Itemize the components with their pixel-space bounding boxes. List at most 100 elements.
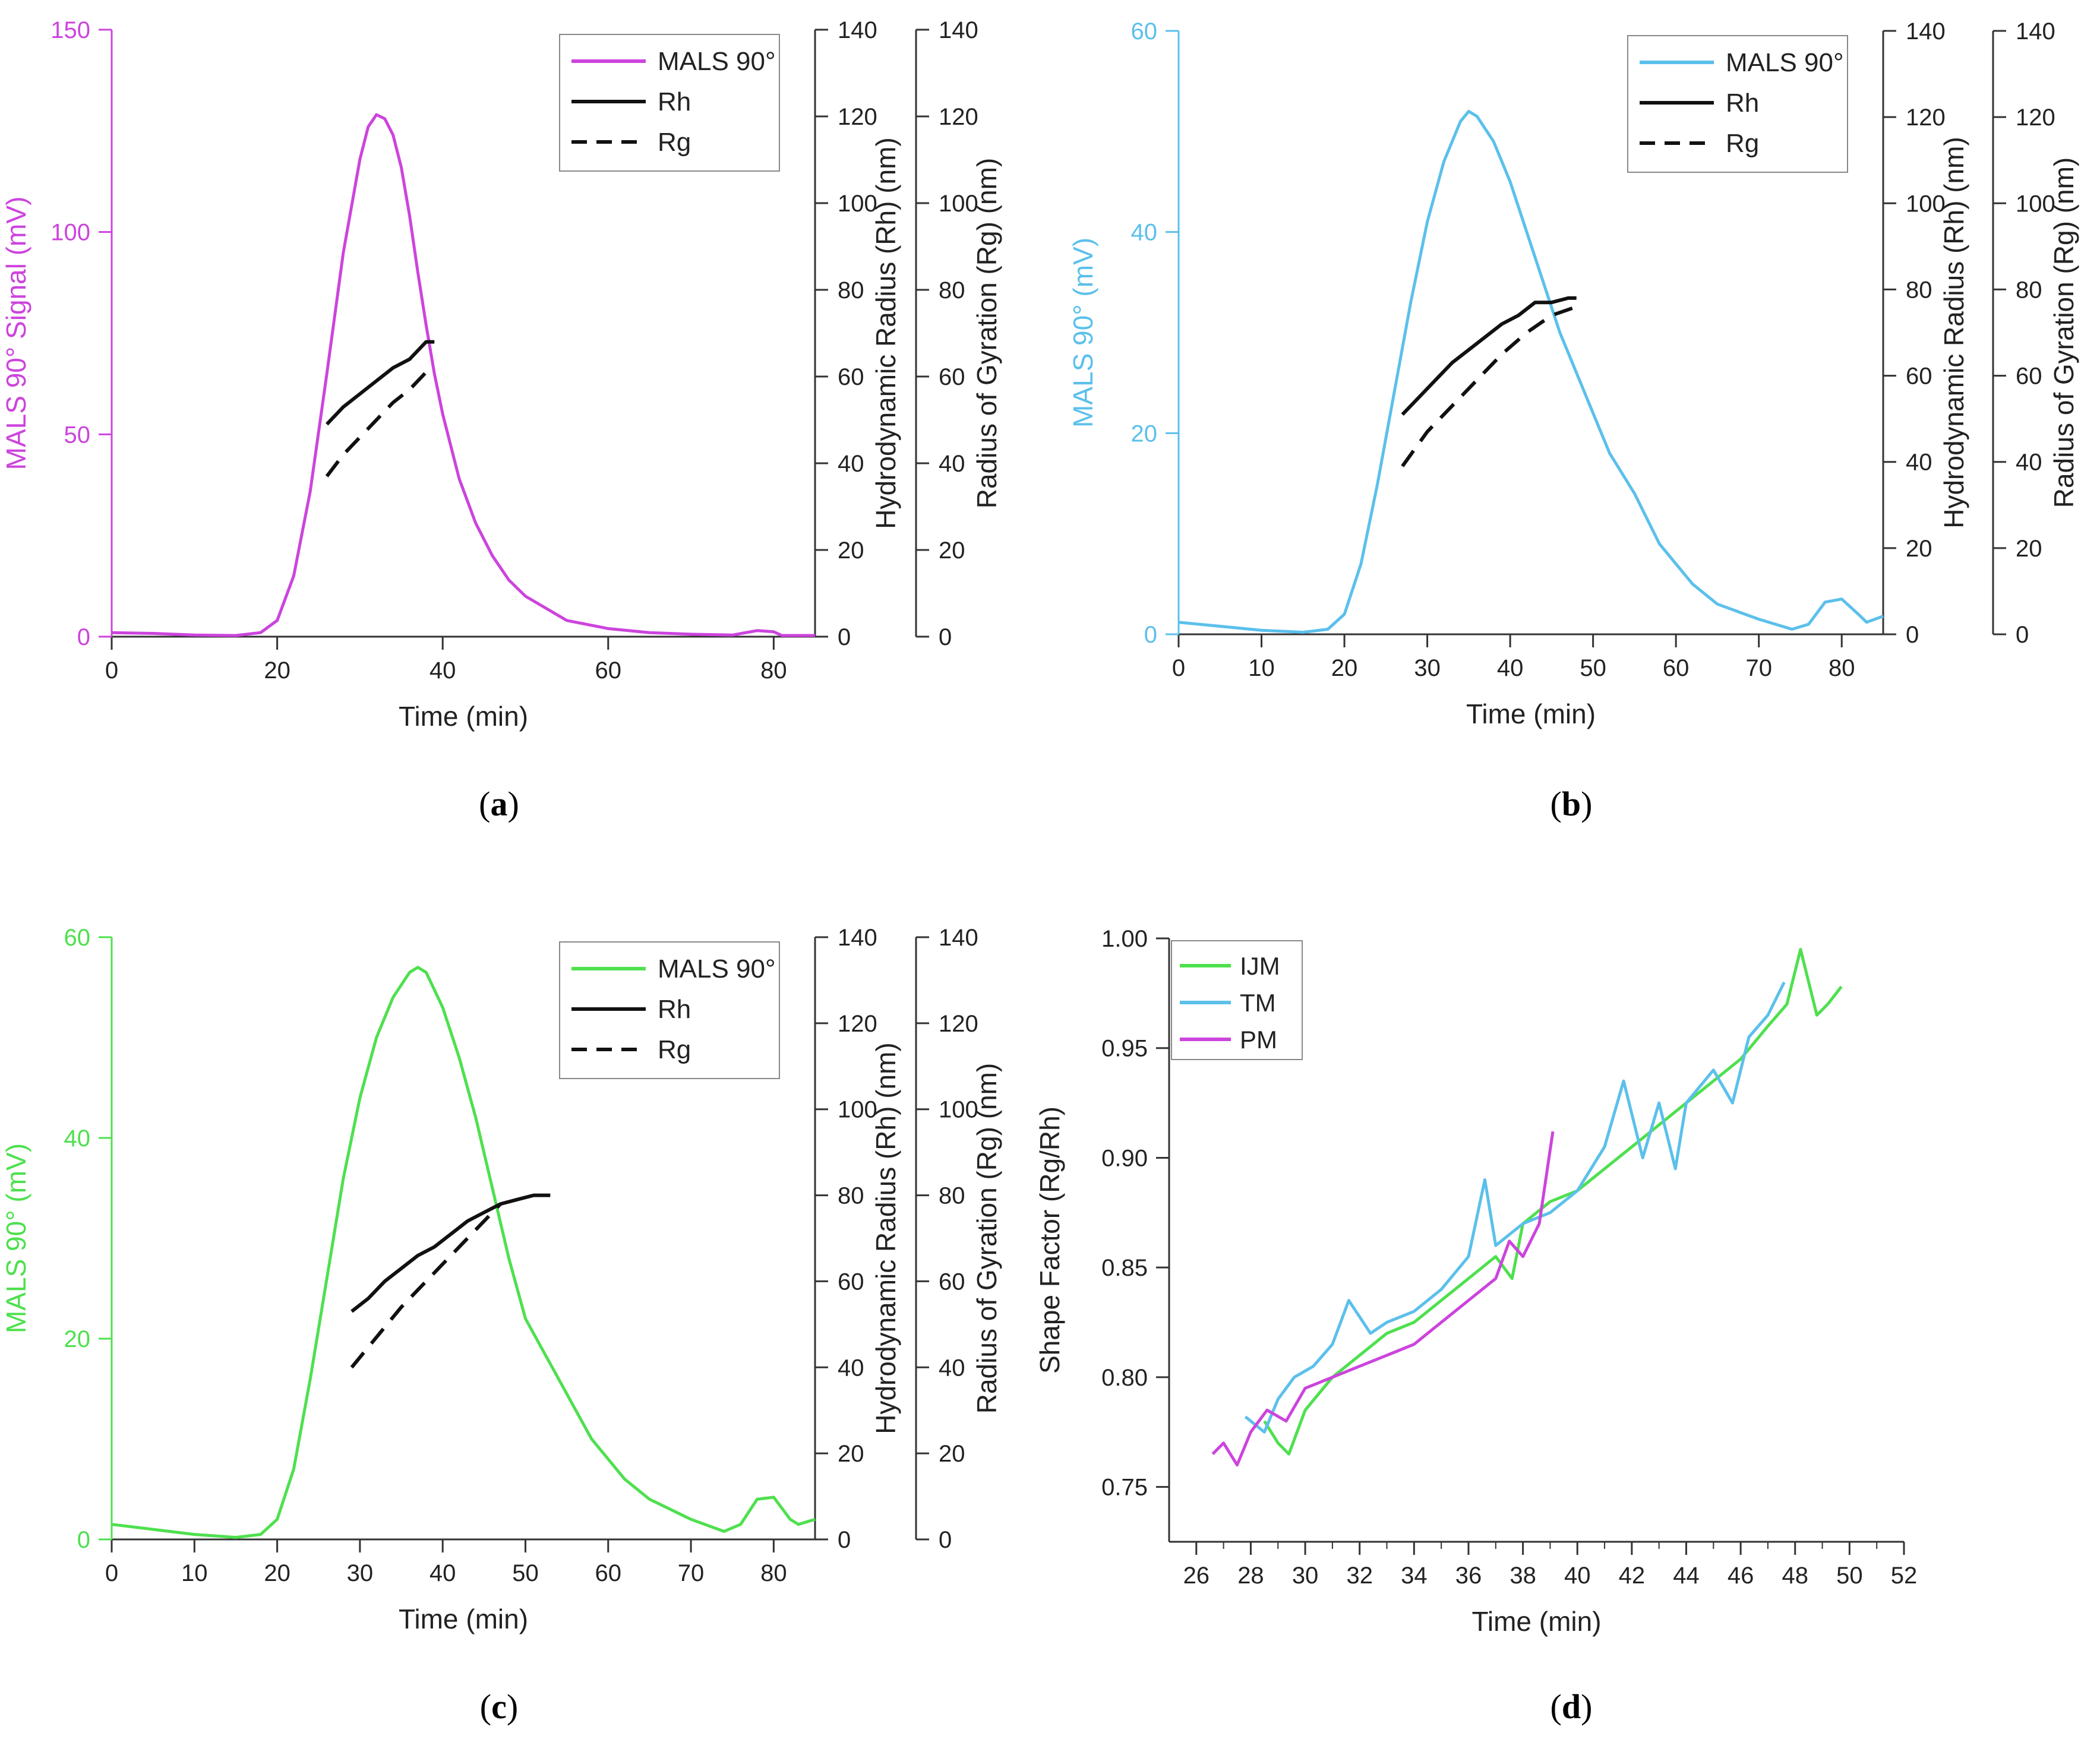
y-rg-tick-label: 0 xyxy=(939,624,952,650)
y-axis-label: Shape Factor (Rg/Rh) xyxy=(1034,1106,1065,1374)
legend-entry: MALS 90° xyxy=(1726,48,1844,77)
y-rh-tick-label: 120 xyxy=(838,104,877,130)
panel-b: 0 10 20 30 40 50 60 70 80 Time (min) 0 20 40 60 MALS 9… xyxy=(1068,18,2079,729)
y-rh-tick-label: 20 xyxy=(1906,536,1932,562)
x-tick-label: 38 xyxy=(1510,1563,1536,1589)
x-tick-label: 20 xyxy=(264,657,290,684)
legend-entry: Rg xyxy=(658,128,691,157)
x-tick-label: 70 xyxy=(1745,655,1772,681)
y-rh-tick-label: 80 xyxy=(1906,277,1932,303)
y-rg-tick-label: 80 xyxy=(939,1183,965,1209)
legend-entry: Rg xyxy=(1726,129,1759,158)
x-tick-label: 80 xyxy=(760,1560,787,1586)
series-rh-line xyxy=(350,1193,551,1313)
x-tick-label: 0 xyxy=(105,1560,118,1586)
x-tick-label: 34 xyxy=(1401,1563,1428,1589)
panel-label-b: (b) xyxy=(1550,785,1593,823)
legend-entry: Rh xyxy=(1726,88,1759,118)
series-mals-line xyxy=(1178,110,1884,634)
x-tick-label: 50 xyxy=(512,1560,539,1586)
y-rh-tick-label: 40 xyxy=(838,1355,864,1381)
y-rh-tick-label: 100 xyxy=(1906,191,1946,217)
y-rg-tick-label: 140 xyxy=(2016,18,2055,45)
series-pm-line xyxy=(1211,1131,1555,1467)
x-tick-label: 60 xyxy=(595,1560,622,1586)
y-rh-tick-label: 20 xyxy=(838,1441,864,1467)
panel-a: 0 20 40 60 80 Time (min) 0 50 100 150 MALS 90° Sig… xyxy=(1,17,1002,732)
series-rg-line xyxy=(350,1203,502,1369)
y-rg-tick-label: 40 xyxy=(939,451,965,477)
y-left-tick-label: 60 xyxy=(1131,18,1158,45)
x-tick-label: 40 xyxy=(430,657,456,684)
y-axis-rh-label: Hydrodynamic Radius (Rh) (nm) xyxy=(1938,137,1969,529)
x-tick-label: 30 xyxy=(1292,1563,1319,1589)
series-rh-line xyxy=(326,340,435,426)
y-rh-tick-label: 140 xyxy=(1906,18,1946,45)
x-tick-label: 28 xyxy=(1237,1563,1264,1589)
y-rh-tick-label: 100 xyxy=(838,1097,877,1123)
y-axis-rh-label: Hydrodynamic Radius (Rh) (nm) xyxy=(870,1042,901,1434)
legend-entry: MALS 90° xyxy=(658,47,776,76)
y-axis-rg-label: Radius of Gyration (Rg) (nm) xyxy=(971,1063,1002,1414)
x-tick-label: 46 xyxy=(1728,1563,1754,1589)
x-tick-label: 50 xyxy=(1836,1563,1863,1589)
legend-entry: Rh xyxy=(658,995,691,1024)
x-tick-label: 44 xyxy=(1673,1563,1700,1589)
y-axis-left-label: MALS 90° (mV) xyxy=(1068,238,1098,428)
y-rh-tick-label: 80 xyxy=(838,277,864,303)
x-tick-label: 60 xyxy=(595,657,622,684)
x-tick-label: 40 xyxy=(1497,655,1524,681)
y-rg-tick-label: 140 xyxy=(939,17,978,43)
panel-label-c: (c) xyxy=(479,1687,519,1726)
series-rg-line xyxy=(1401,305,1577,467)
series-mals-line xyxy=(111,966,816,1539)
y-rh-tick-label: 60 xyxy=(1906,363,1932,390)
y-rh-tick-label: 120 xyxy=(838,1011,877,1037)
x-tick-label: 10 xyxy=(1248,655,1275,681)
legend-entry: PM xyxy=(1240,1026,1277,1054)
y-rh-tick-label: 0 xyxy=(1906,622,1919,648)
series-mals-line xyxy=(111,113,815,637)
y-left-tick-label: 40 xyxy=(1131,220,1158,246)
y-left-tick-label: 40 xyxy=(64,1125,91,1152)
series-rg-line xyxy=(325,371,428,478)
x-tick-label: 36 xyxy=(1455,1563,1482,1589)
y-axis-rh-label: Hydrodynamic Radius (Rh) (nm) xyxy=(870,137,901,529)
y-rg-tick-label: 40 xyxy=(939,1355,965,1381)
y-left-tick-label: 0 xyxy=(77,624,90,650)
y-rg-tick-label: 60 xyxy=(939,1269,965,1295)
x-tick-label: 50 xyxy=(1580,655,1606,681)
y-rh-tick-label: 20 xyxy=(838,537,864,564)
panel-label-d: (d) xyxy=(1550,1687,1593,1726)
x-tick-label: 0 xyxy=(1172,655,1185,681)
y-left-tick-label: 20 xyxy=(1131,420,1158,447)
x-tick-label: 80 xyxy=(1829,655,1855,681)
x-axis-label: Time (min) xyxy=(399,1604,528,1634)
legend-entry: IJM xyxy=(1240,952,1280,980)
x-tick-label: 40 xyxy=(430,1560,456,1586)
y-tick-label: 0.80 xyxy=(1101,1365,1148,1391)
y-rh-tick-label: 100 xyxy=(838,191,877,217)
y-axis-rg-label: Radius of Gyration (Rg) (nm) xyxy=(971,158,1002,509)
y-axis-rg-label: Radius of Gyration (Rg) (nm) xyxy=(2048,157,2079,508)
x-tick-label: 52 xyxy=(1891,1563,1918,1589)
x-axis-label: Time (min) xyxy=(1466,698,1596,729)
y-rh-tick-label: 60 xyxy=(838,1269,864,1295)
y-rg-tick-label: 60 xyxy=(2016,363,2042,390)
x-tick-label: 80 xyxy=(760,657,787,684)
y-rg-tick-label: 120 xyxy=(939,1011,978,1037)
y-rh-tick-label: 80 xyxy=(838,1183,864,1209)
y-rh-tick-label: 40 xyxy=(838,451,864,477)
y-rg-tick-label: 100 xyxy=(2016,191,2055,217)
y-rh-tick-label: 0 xyxy=(838,624,851,650)
x-tick-label: 30 xyxy=(1414,655,1441,681)
legend-entry: Rh xyxy=(658,87,691,116)
y-rh-tick-label: 0 xyxy=(838,1527,851,1553)
y-rh-tick-label: 140 xyxy=(838,925,877,951)
y-rg-tick-label: 100 xyxy=(939,1097,978,1123)
y-rg-tick-label: 60 xyxy=(939,364,965,390)
y-tick-label: 0.90 xyxy=(1101,1145,1148,1171)
y-left-tick-label: 60 xyxy=(64,925,91,951)
panel-d: 26 28 30 32 34 36 38 40 42 44 46 48 50 52 Time (min) 0.… xyxy=(1034,926,1917,1637)
y-rh-tick-label: 120 xyxy=(1906,105,1946,131)
